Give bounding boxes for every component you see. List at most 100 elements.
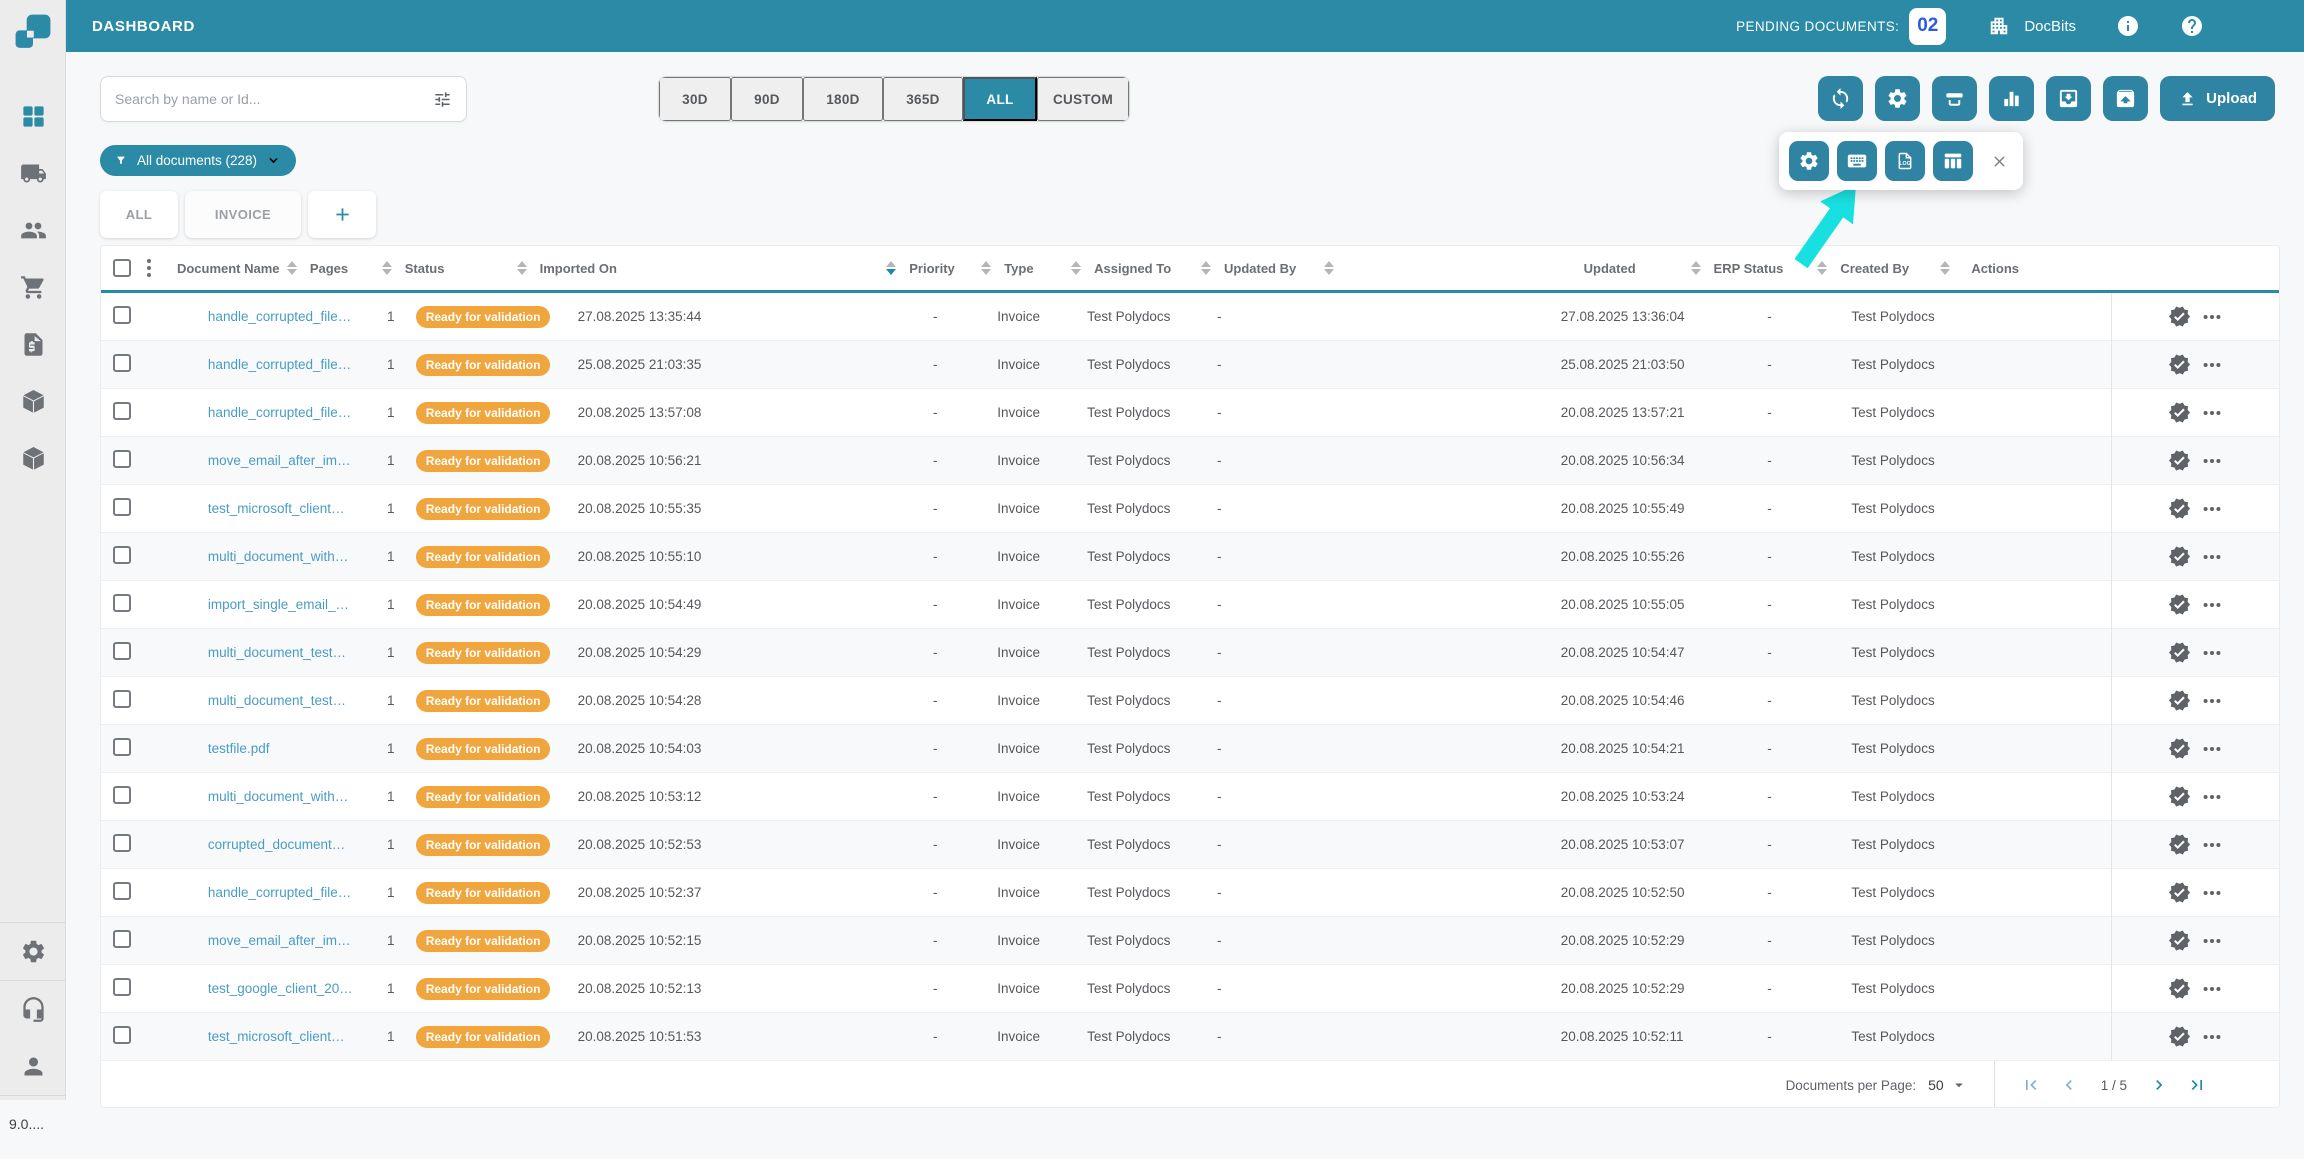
refresh-button[interactable] <box>1818 76 1864 121</box>
row-checkbox[interactable] <box>113 978 131 996</box>
document-link[interactable]: handle_corrupted_file… <box>207 885 352 900</box>
more-actions-icon[interactable] <box>2201 498 2223 520</box>
upload-button[interactable]: Upload <box>2160 76 2275 121</box>
app-logo-icon[interactable] <box>14 13 52 51</box>
last-page-button[interactable] <box>2187 1075 2207 1095</box>
row-checkbox[interactable] <box>113 738 131 756</box>
document-link[interactable]: move_email_after_im… <box>207 933 351 948</box>
column-pages[interactable]: Pages <box>306 261 401 276</box>
column-erp-status[interactable]: ERP Status <box>1710 261 1837 276</box>
document-link[interactable]: multi_document_with… <box>207 789 349 804</box>
row-checkbox[interactable] <box>113 882 131 900</box>
more-actions-icon[interactable] <box>2201 306 2223 328</box>
help-icon[interactable] <box>2180 14 2204 38</box>
row-checkbox[interactable] <box>113 1026 131 1044</box>
column-priority[interactable]: Priority <box>905 261 1000 276</box>
sidebar-item-dashboard[interactable] <box>0 88 66 145</box>
row-checkbox[interactable] <box>113 834 131 852</box>
sidebar-item-support[interactable] <box>0 981 66 1038</box>
more-actions-icon[interactable] <box>2201 402 2223 424</box>
document-link[interactable]: test_google_client_20… <box>207 981 353 996</box>
more-actions-icon[interactable] <box>2201 450 2223 472</box>
validated-seal-icon[interactable] <box>2168 1025 2191 1048</box>
column-assigned-to[interactable]: Assigned To <box>1090 261 1220 276</box>
row-checkbox[interactable] <box>113 306 131 324</box>
document-link[interactable]: test_microsoft_client… <box>207 501 345 516</box>
validated-seal-icon[interactable] <box>2168 545 2191 568</box>
time-filter-365d[interactable]: 365D <box>883 77 963 121</box>
column-status[interactable]: Status <box>401 261 536 276</box>
first-page-button[interactable] <box>2021 1075 2041 1095</box>
popup-log-file-button[interactable] <box>1885 141 1925 181</box>
sidebar-item-settings[interactable] <box>0 923 66 980</box>
sidebar-item-purchase-orders[interactable] <box>0 259 66 316</box>
select-all-checkbox[interactable] <box>113 259 131 277</box>
scanner-button[interactable] <box>1932 76 1978 121</box>
popup-close-button[interactable] <box>1987 149 2011 173</box>
kebab-menu-icon[interactable] <box>147 259 151 277</box>
row-checkbox[interactable] <box>113 354 131 372</box>
documents-filter-chip[interactable]: All documents (228) <box>100 145 297 176</box>
validated-seal-icon[interactable] <box>2168 737 2191 760</box>
archive-upload-button[interactable] <box>2103 76 2149 121</box>
validated-seal-icon[interactable] <box>2168 641 2191 664</box>
validated-seal-icon[interactable] <box>2168 881 2191 904</box>
add-tab-button[interactable] <box>308 191 376 238</box>
info-icon[interactable] <box>2116 14 2140 38</box>
mail-import-button[interactable] <box>2046 76 2092 121</box>
validated-seal-icon[interactable] <box>2168 353 2191 376</box>
more-actions-icon[interactable] <box>2201 786 2223 808</box>
document-link[interactable]: handle_corrupted_file… <box>207 357 352 372</box>
tab-all[interactable]: ALL <box>100 191 178 238</box>
row-checkbox[interactable] <box>113 930 131 948</box>
settings-button[interactable] <box>1875 76 1921 121</box>
more-actions-icon[interactable] <box>2201 642 2223 664</box>
document-link[interactable]: multi_document_test… <box>207 693 346 708</box>
more-actions-icon[interactable] <box>2201 978 2223 1000</box>
row-checkbox[interactable] <box>113 786 131 804</box>
document-link[interactable]: import_single_email_… <box>207 597 349 612</box>
document-link[interactable]: test_microsoft_client… <box>207 1029 345 1044</box>
time-filter-30d[interactable]: 30D <box>659 77 731 121</box>
search-input[interactable] <box>115 91 433 107</box>
time-filter-180d[interactable]: 180D <box>803 77 883 121</box>
time-filter-all[interactable]: ALL <box>963 77 1037 121</box>
more-actions-icon[interactable] <box>2201 354 2223 376</box>
statistics-button[interactable] <box>1989 76 2035 121</box>
sidebar-item-shipments[interactable] <box>0 145 66 202</box>
popup-settings-button[interactable] <box>1789 141 1829 181</box>
sidebar-item-packages-1[interactable] <box>0 373 66 430</box>
validated-seal-icon[interactable] <box>2168 833 2191 856</box>
validated-seal-icon[interactable] <box>2168 977 2191 1000</box>
next-page-button[interactable] <box>2149 1075 2169 1095</box>
more-actions-icon[interactable] <box>2201 882 2223 904</box>
time-filter-custom[interactable]: CUSTOM <box>1037 77 1129 121</box>
validated-seal-icon[interactable] <box>2168 689 2191 712</box>
more-actions-icon[interactable] <box>2201 834 2223 856</box>
validated-seal-icon[interactable] <box>2168 929 2191 952</box>
row-checkbox[interactable] <box>113 690 131 708</box>
document-link[interactable]: handle_corrupted_file… <box>207 405 352 420</box>
per-page-value[interactable]: 50 <box>1928 1077 1944 1093</box>
document-link[interactable]: multi_document_test… <box>207 645 346 660</box>
row-checkbox[interactable] <box>113 498 131 516</box>
more-actions-icon[interactable] <box>2201 930 2223 952</box>
row-checkbox[interactable] <box>113 594 131 612</box>
pending-documents-count[interactable]: 02 <box>1909 7 1947 45</box>
validated-seal-icon[interactable] <box>2168 305 2191 328</box>
document-link[interactable]: multi_document_with… <box>207 549 349 564</box>
more-actions-icon[interactable] <box>2201 1026 2223 1048</box>
time-filter-90d[interactable]: 90D <box>731 77 803 121</box>
validated-seal-icon[interactable] <box>2168 593 2191 616</box>
validated-seal-icon[interactable] <box>2168 497 2191 520</box>
tab-invoice[interactable]: INVOICE <box>185 191 301 238</box>
more-actions-icon[interactable] <box>2201 594 2223 616</box>
previous-page-button[interactable] <box>2059 1075 2079 1095</box>
popup-keyboard-button[interactable] <box>1837 141 1877 181</box>
sidebar-item-users[interactable] <box>0 202 66 259</box>
column-type[interactable]: Type <box>1000 261 1090 276</box>
column-created-by[interactable]: Created By <box>1836 261 1959 276</box>
validated-seal-icon[interactable] <box>2168 401 2191 424</box>
validated-seal-icon[interactable] <box>2168 785 2191 808</box>
column-document-name[interactable]: Document Name <box>173 261 306 276</box>
